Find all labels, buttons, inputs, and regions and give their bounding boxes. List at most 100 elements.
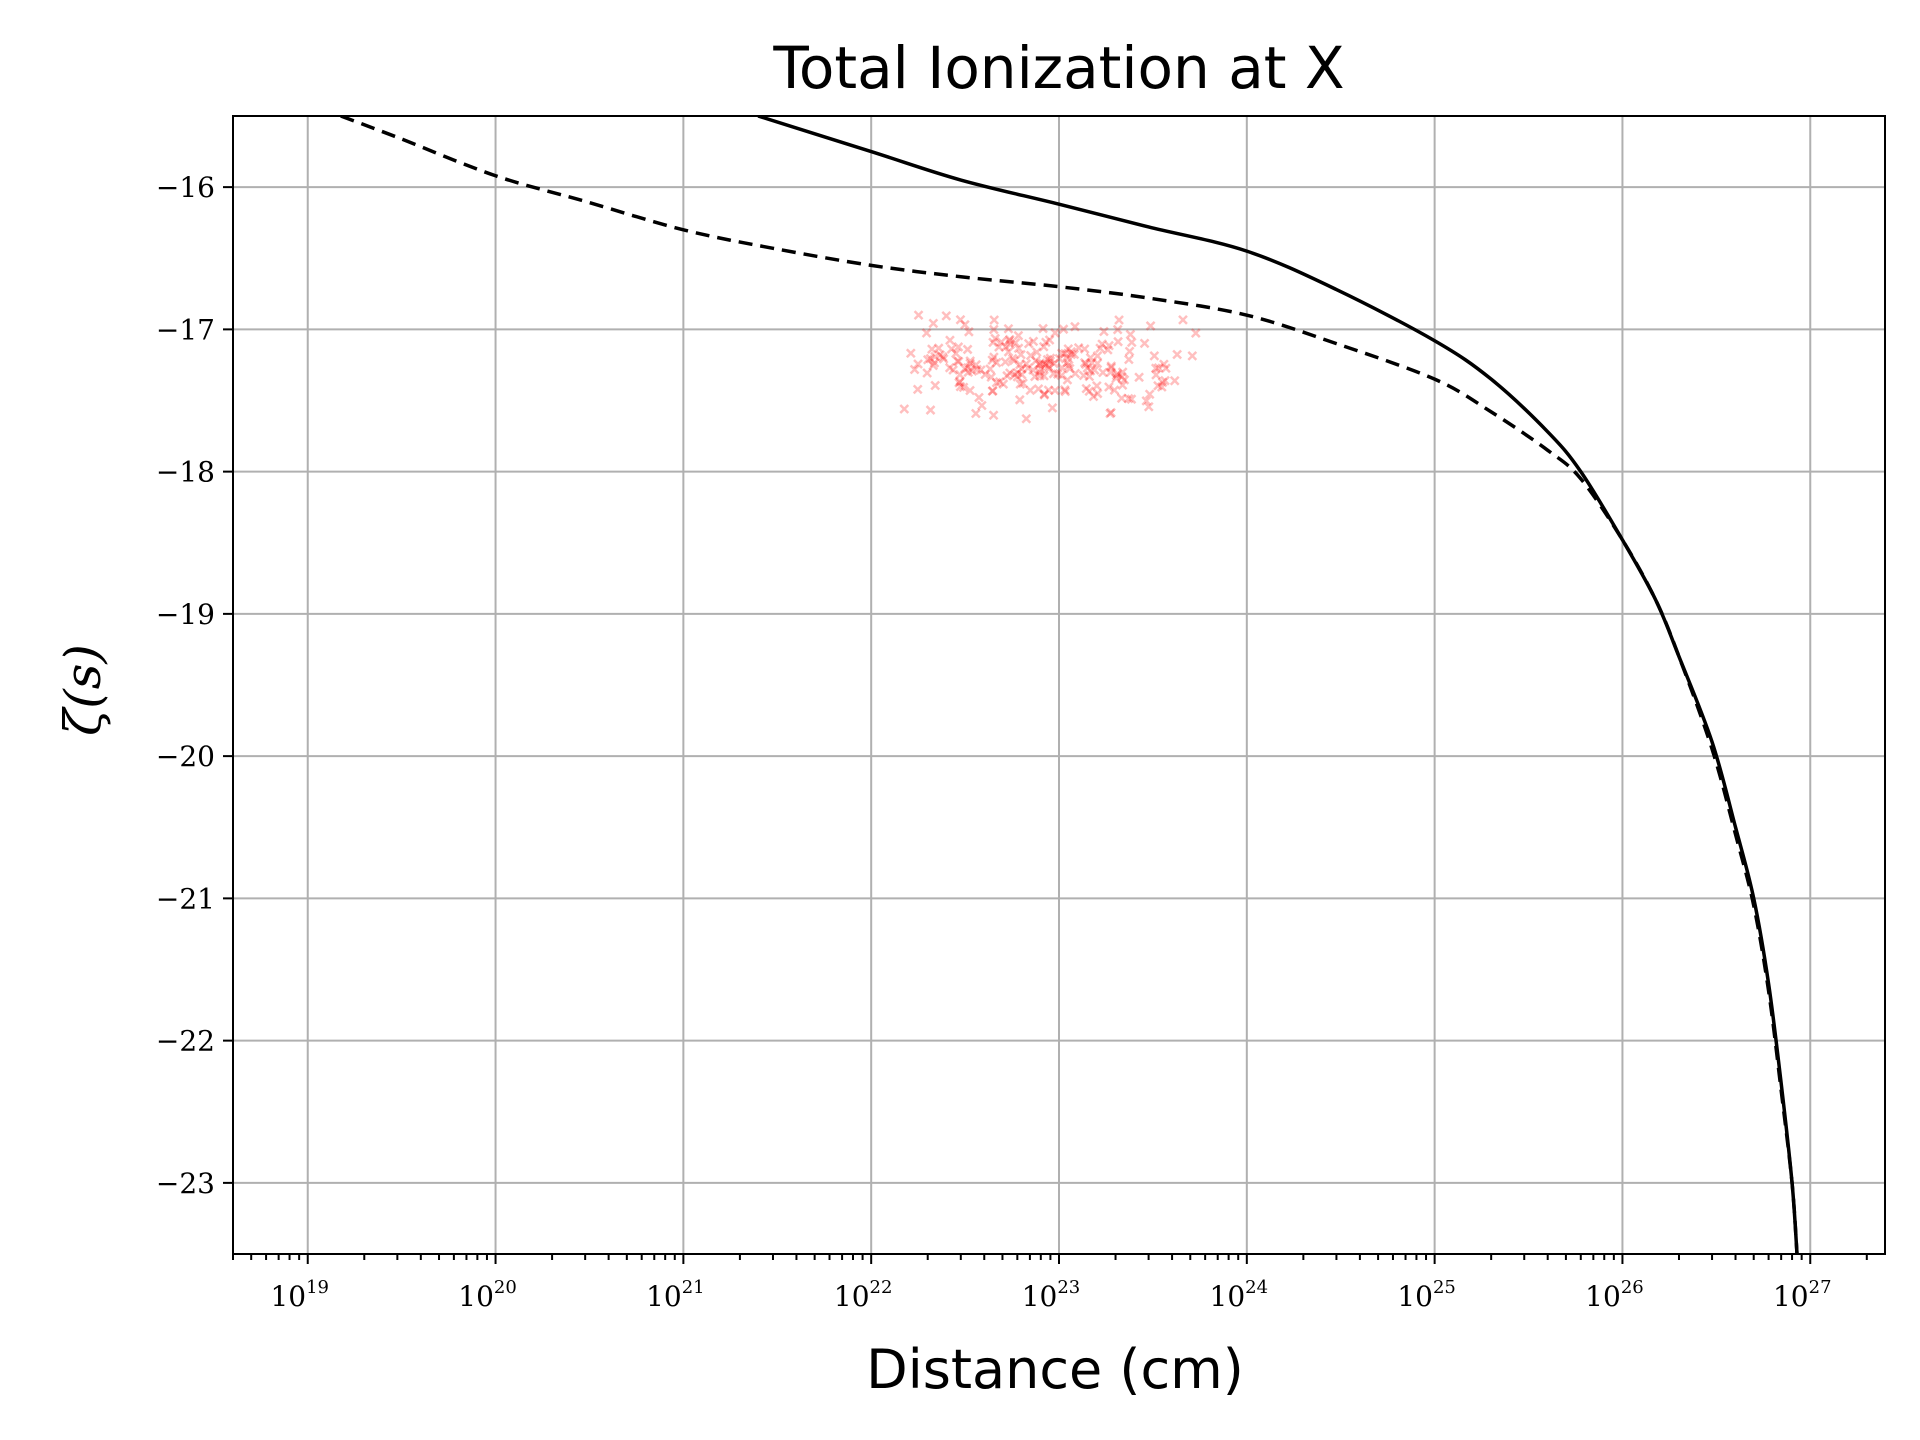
scatter-point bbox=[1012, 367, 1023, 378]
scatter-point bbox=[994, 342, 1004, 352]
scatter-point bbox=[1123, 354, 1134, 365]
scatter-point bbox=[1000, 342, 1011, 352]
y-axis-label: ζ(s) bbox=[54, 644, 112, 736]
y-tick-label: −20 bbox=[156, 740, 215, 773]
y-tick-label: −18 bbox=[156, 456, 215, 489]
scatter-point bbox=[990, 333, 1001, 344]
scatter-point bbox=[1016, 369, 1027, 380]
scatter-point bbox=[912, 384, 923, 395]
scatter-point bbox=[1023, 338, 1034, 349]
scatter-point bbox=[1080, 359, 1091, 370]
scatter-point bbox=[1111, 370, 1122, 381]
scatter-point bbox=[1062, 357, 1073, 368]
scatter-point bbox=[985, 364, 996, 374]
scatter-point bbox=[1153, 380, 1163, 391]
scatter-point bbox=[1009, 355, 1019, 366]
scatter-point bbox=[1092, 388, 1103, 399]
scatter-point bbox=[1013, 330, 1024, 341]
scatter-point bbox=[1092, 350, 1103, 361]
scatter-point bbox=[938, 353, 949, 364]
scatter-point bbox=[1013, 343, 1024, 354]
scatter-point bbox=[972, 364, 982, 375]
scatter-point bbox=[1039, 370, 1049, 381]
scatter-point bbox=[1119, 375, 1130, 385]
scatter-point bbox=[952, 356, 963, 366]
x-tick-label: 1026 bbox=[1585, 1277, 1644, 1313]
scatter-point bbox=[1066, 349, 1077, 360]
scatter-point bbox=[991, 357, 1002, 368]
scatter-point bbox=[1126, 337, 1137, 348]
y-tick-label: −16 bbox=[156, 171, 215, 204]
scatter-point bbox=[1034, 367, 1045, 378]
scatter-point bbox=[1007, 353, 1018, 364]
scatter-point bbox=[1141, 395, 1152, 406]
scatter-point bbox=[1012, 371, 1023, 382]
scatter-point bbox=[1153, 363, 1164, 373]
scatter-point bbox=[1044, 335, 1055, 345]
scatter-point bbox=[1078, 370, 1089, 381]
scatter-point bbox=[1063, 360, 1074, 371]
scatter-point bbox=[1025, 385, 1036, 396]
scatter-point bbox=[1159, 359, 1169, 370]
scatter-point bbox=[913, 359, 923, 369]
y-tick-label: −17 bbox=[156, 313, 215, 346]
scatter-point bbox=[976, 400, 987, 411]
scatter-point bbox=[1021, 359, 1032, 369]
scatter-point bbox=[959, 363, 970, 374]
scatter-point bbox=[1070, 321, 1080, 332]
x-axis-label: Distance (cm) bbox=[866, 1338, 1244, 1401]
scatter-point bbox=[953, 356, 964, 367]
scatter-point bbox=[962, 344, 973, 355]
chart-title: Total Ionization at X bbox=[772, 34, 1344, 102]
scatter-point bbox=[1025, 350, 1036, 361]
scatter-point bbox=[1052, 369, 1063, 379]
dashed-series-line bbox=[340, 116, 1799, 1254]
scatter-point bbox=[1079, 344, 1090, 354]
x-tick-label: 1019 bbox=[270, 1277, 329, 1313]
scatter-point bbox=[1016, 364, 1027, 374]
scatter-point bbox=[1143, 401, 1154, 412]
scatter-point bbox=[1099, 326, 1109, 337]
scatter-point bbox=[945, 335, 955, 346]
scatter-point bbox=[1038, 323, 1048, 334]
scatter-point bbox=[1117, 380, 1128, 391]
x-tick-exponent: 19 bbox=[306, 1277, 329, 1298]
scatter-point bbox=[1149, 350, 1160, 361]
scatter-point bbox=[980, 369, 991, 380]
scatter-point bbox=[955, 314, 966, 325]
scatter-point bbox=[1112, 324, 1123, 335]
x-tick-exponent: 23 bbox=[1057, 1277, 1080, 1298]
scatter-point bbox=[994, 376, 1005, 387]
scatter-point bbox=[967, 366, 978, 377]
scatter-point bbox=[1038, 358, 1048, 369]
scatter-point bbox=[909, 364, 920, 375]
y-tick-label: −23 bbox=[156, 1167, 215, 1200]
scatter-point bbox=[1157, 377, 1168, 388]
scatter-point bbox=[944, 362, 955, 373]
scatter-point bbox=[1190, 328, 1201, 338]
scatter-point bbox=[928, 360, 939, 371]
scatter-point bbox=[1004, 368, 1015, 378]
scatter-point bbox=[1126, 394, 1137, 405]
scatter-point bbox=[1042, 354, 1053, 365]
scatter-point bbox=[989, 315, 1000, 325]
scatter-point bbox=[1117, 367, 1128, 378]
x-axis-ticks: 1019 1020 1021 1022 1023 1024 1025 1026 1027 bbox=[232, 1254, 1868, 1313]
scatter-point bbox=[1058, 324, 1069, 335]
scatter-point bbox=[1035, 370, 1045, 381]
scatter-point bbox=[1048, 368, 1059, 379]
scatter-point bbox=[1039, 389, 1050, 399]
scatter-point bbox=[922, 368, 933, 378]
scatter-point bbox=[954, 377, 964, 388]
scatter-point bbox=[1034, 359, 1045, 370]
scatter-point bbox=[935, 350, 946, 360]
scatter-point bbox=[1112, 368, 1123, 379]
scatter-point bbox=[1085, 365, 1096, 376]
x-tick-exponent: 27 bbox=[1809, 1277, 1832, 1298]
scatter-point bbox=[988, 337, 998, 348]
scatter-point bbox=[1134, 372, 1144, 383]
x-tick-exponent: 25 bbox=[1433, 1277, 1456, 1298]
scatter-point bbox=[1073, 342, 1084, 353]
scatter-point bbox=[1104, 382, 1114, 392]
